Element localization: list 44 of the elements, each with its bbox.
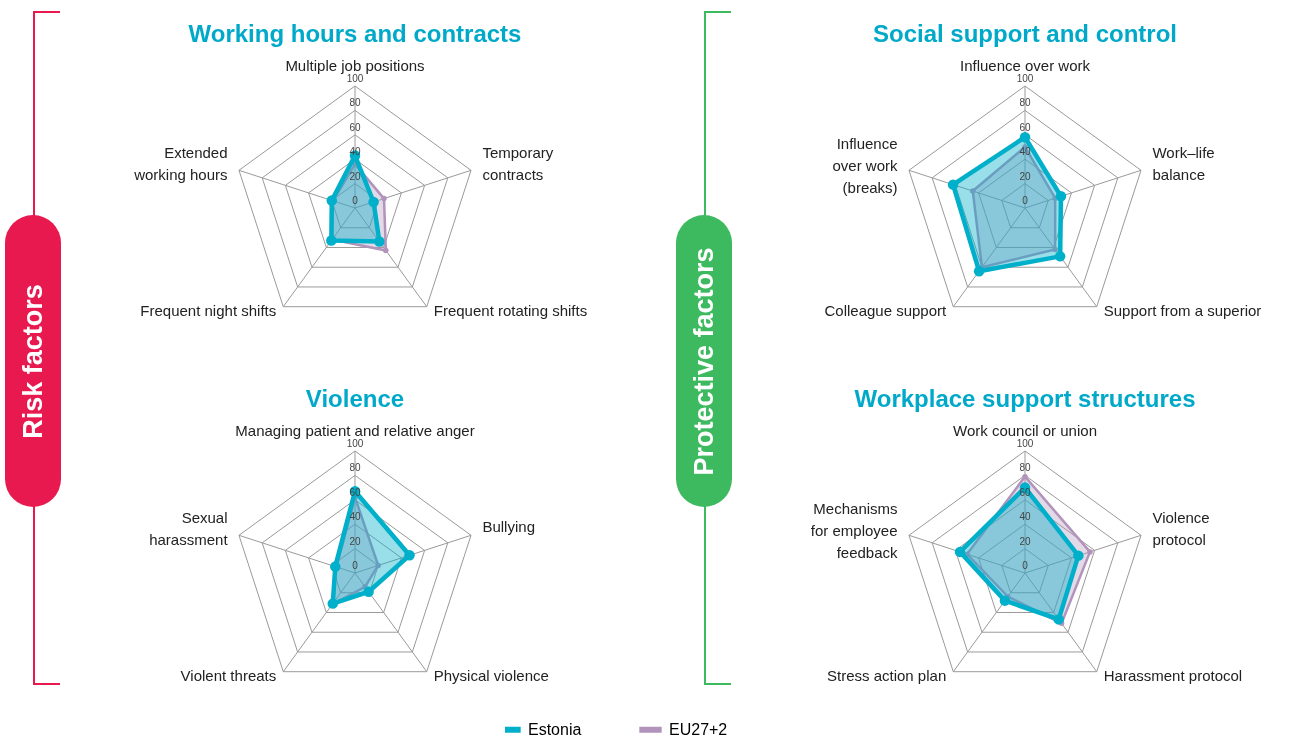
spoke-label: Frequent rotating shifts xyxy=(433,302,588,320)
spoke-label: Extended working hours xyxy=(133,143,228,183)
y-tick-label: 100 xyxy=(346,438,364,449)
spoke-label: Bullying xyxy=(482,517,535,535)
text: Risk factors xyxy=(17,283,49,439)
y-tick-label: 80 xyxy=(349,462,361,474)
y-tick-label: 20 xyxy=(1019,535,1031,547)
spoke-label: Influence over work xyxy=(959,57,1091,74)
spoke-label: Stress action plan xyxy=(827,667,947,685)
y-tick-label: 100 xyxy=(346,73,364,84)
y-tick-label: 100 xyxy=(1016,438,1034,449)
y-tick-label: 40 xyxy=(1019,511,1031,523)
legend-label: EU27+2 xyxy=(669,720,728,736)
chart-title: Working hours and contracts xyxy=(188,20,522,47)
y-tick-label: 80 xyxy=(349,97,361,109)
spoke-label: Work council or union xyxy=(953,422,1097,439)
spoke-label: Influence over work (breaks) xyxy=(832,134,899,196)
spoke-label: Colleague support xyxy=(824,302,948,320)
spoke-label: Multiple job positions xyxy=(285,57,425,74)
y-tick-label: 80 xyxy=(1019,462,1031,474)
spoke-label: Violent threats xyxy=(180,667,277,685)
spoke-label: Work–life balance xyxy=(1152,143,1215,183)
spoke-label: Sexual harassment xyxy=(149,508,229,548)
text: Protective factors xyxy=(688,246,720,476)
legend-label: Estonia xyxy=(528,720,582,736)
y-tick-label: 20 xyxy=(1019,170,1031,182)
chart-title: Social support and control xyxy=(872,20,1178,47)
y-tick-label: 100 xyxy=(1016,73,1034,84)
chart-title: Workplace support structures xyxy=(854,385,1196,412)
spoke-label: Temporary contracts xyxy=(482,143,554,183)
spoke-label: Violence protocol xyxy=(1152,508,1210,548)
spoke-label: Mechanisms for employee feedback xyxy=(810,499,899,561)
chart-title: Violence xyxy=(305,385,405,412)
y-tick-label: 60 xyxy=(1019,121,1031,133)
spoke-label: Frequent night shifts xyxy=(140,302,277,320)
spoke-label: Harassment protocol xyxy=(1103,667,1243,685)
y-tick-label: 60 xyxy=(349,121,361,133)
y-tick-label: 40 xyxy=(1019,146,1031,158)
spoke-label: Physical violence xyxy=(433,667,549,685)
y-tick-label: 80 xyxy=(1019,97,1031,109)
y-tick-label: 0 xyxy=(1022,560,1029,571)
spoke-label: Support from a superior xyxy=(1103,302,1262,320)
y-tick-label: 0 xyxy=(1022,195,1029,206)
spoke-label: Managing patient and relative anger xyxy=(235,422,475,439)
